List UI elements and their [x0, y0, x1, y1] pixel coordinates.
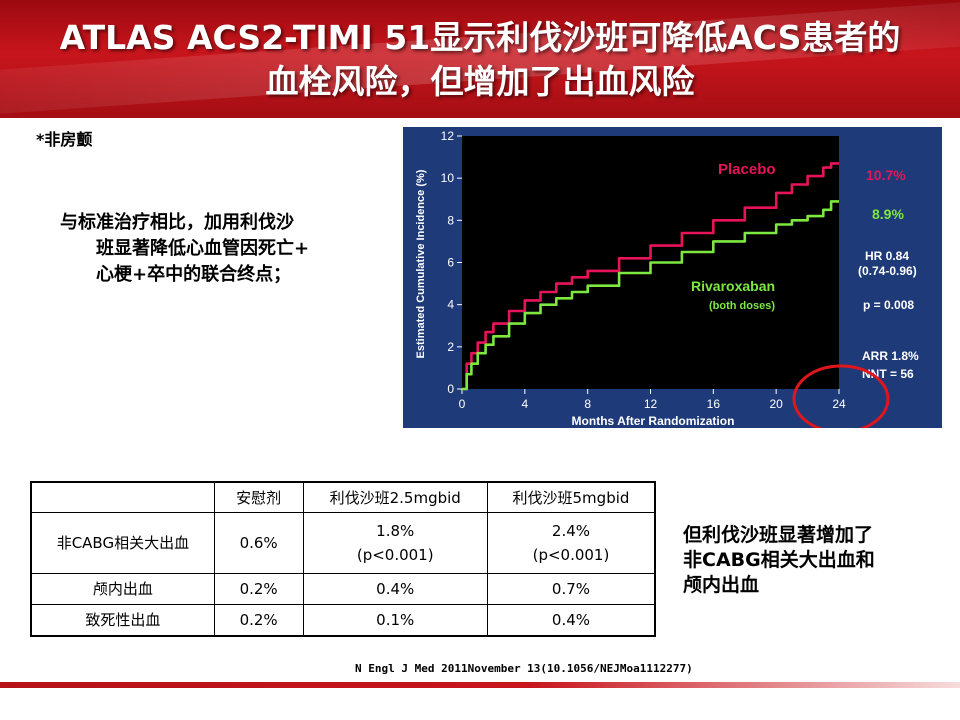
conclusion-line3: 颅内出血 — [683, 574, 760, 596]
cell-value: 0.6% — [213, 511, 304, 574]
table-header-cell: 安慰剂 — [213, 481, 304, 513]
cell-value: 0.4% — [302, 572, 488, 605]
bleeding-outcomes-table: 安慰剂 利伐沙班2.5mgbid 利伐沙班5mgbid 非CABG相关大出血 0… — [30, 481, 656, 637]
cell-value: 0.2% — [213, 603, 304, 637]
key-point-line1: 与标准治疗相比，加用利伐沙 — [60, 212, 294, 233]
cell-value-with-p: 1.8% (p<0.001) — [302, 511, 488, 574]
legend-rivaroxaban: Rivaroxaban — [691, 278, 775, 294]
cell-p-value: (p<0.001) — [356, 545, 434, 564]
y-axis-label: Estimated Cumulative Incidence (%) — [415, 169, 427, 358]
table-row: 非CABG相关大出血 0.6% 1.8% (p<0.001) 2.4% (p<0… — [30, 511, 656, 574]
conclusion-line1: 但利伐沙班显著增加了 — [683, 524, 874, 546]
x-tick-label: 16 — [707, 397, 721, 411]
p-value-text: p = 0.008 — [863, 298, 914, 312]
cell-value: 1.8% — [376, 521, 415, 540]
cell-value: 0.4% — [486, 603, 656, 637]
x-tick-label: 0 — [459, 397, 466, 411]
rivaroxaban-series-line — [462, 200, 839, 391]
rivaroxaban-end-value: 8.9% — [872, 206, 904, 222]
x-tick-label: 12 — [644, 397, 658, 411]
journal-reference: N Engl J Med 2011November 13(10.1056/NEJ… — [355, 662, 693, 675]
placebo-end-value: 10.7% — [866, 167, 906, 183]
row-label: 致死性出血 — [30, 603, 215, 637]
conclusion-text: 但利伐沙班显著增加了 非CABG相关大出血和 颅内出血 — [683, 523, 943, 598]
table-row: 致死性出血 0.2% 0.1% 0.4% — [30, 603, 656, 637]
row-label: 颅内出血 — [30, 572, 215, 605]
key-point-text: 与标准治疗相比，加用利伐沙 班显著降低心血管因死亡+ 心梗+卒中的联合终点； — [60, 210, 380, 288]
arr-text: ARR 1.8% — [862, 349, 919, 363]
x-tick-label: 24 — [832, 397, 846, 411]
x-tick-label: 20 — [769, 397, 783, 411]
cell-value: 0.2% — [213, 572, 304, 605]
placebo-series-line — [462, 162, 839, 391]
cell-value: 0.7% — [486, 572, 656, 605]
cell-value: 2.4% — [551, 521, 591, 540]
y-axis-ticks: 0 2 4 6 8 10 12 — [441, 129, 462, 396]
title-banner: ATLAS ACS2-TIMI 51显示利伐沙班可降低ACS患者的 血栓风险，但… — [0, 0, 960, 118]
confidence-interval-text: (0.74-0.96) — [858, 264, 917, 278]
y-tick-label: 6 — [447, 256, 454, 270]
slide-title-line1: ATLAS ACS2-TIMI 51显示利伐沙班可降低ACS患者的 — [59, 18, 901, 57]
footnote-non-af: *非房颤 — [36, 130, 93, 149]
x-axis-ticks: 0 4 8 12 16 20 24 — [459, 389, 846, 411]
x-tick-label: 4 — [521, 397, 528, 411]
hazard-ratio-text: HR 0.84 — [865, 249, 909, 263]
y-tick-label: 8 — [447, 213, 454, 227]
footer-accent-line — [0, 682, 960, 688]
table-header-cell — [30, 481, 215, 513]
y-tick-label: 10 — [441, 171, 455, 185]
conclusion-line2: 非CABG相关大出血和 — [683, 549, 875, 571]
y-tick-label: 4 — [447, 298, 454, 312]
row-label: 非CABG相关大出血 — [30, 511, 215, 574]
key-point-line2: 班显著降低心血管因死亡+ — [96, 238, 310, 259]
cell-value-with-p: 2.4% (p<0.001) — [486, 511, 656, 574]
highlight-circle — [792, 364, 890, 428]
cell-p-value: (p<0.001) — [532, 545, 610, 564]
table-header-cell: 利伐沙班5mgbid — [486, 481, 656, 513]
y-tick-label: 2 — [447, 340, 454, 354]
cell-value: 0.1% — [302, 603, 488, 637]
y-tick-label: 12 — [441, 129, 455, 143]
key-point-line3: 心梗+卒中的联合终点； — [96, 264, 292, 285]
table-header-row: 安慰剂 利伐沙班2.5mgbid 利伐沙班5mgbid — [30, 481, 656, 513]
x-tick-label: 8 — [584, 397, 591, 411]
table-header-cell: 利伐沙班2.5mgbid — [302, 481, 488, 513]
table-row: 颅内出血 0.2% 0.4% 0.7% — [30, 572, 656, 605]
legend-placebo: Placebo — [718, 161, 776, 178]
legend-rivaroxaban-sublabel: (both doses) — [709, 300, 775, 312]
y-tick-label: 0 — [447, 382, 454, 396]
x-axis-label: Months After Randomization — [572, 414, 735, 428]
slide-title-line2: 血栓风险，但增加了出血风险 — [265, 62, 695, 101]
